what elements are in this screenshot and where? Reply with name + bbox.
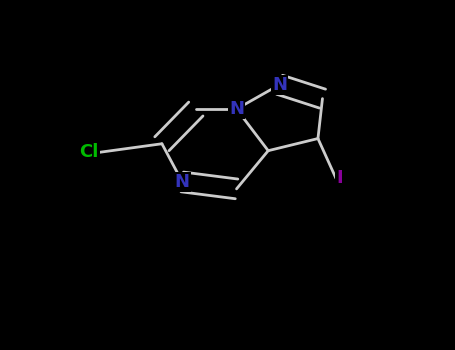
Text: N: N (229, 100, 244, 118)
Text: N: N (272, 76, 287, 94)
Text: I: I (336, 169, 343, 188)
Text: Cl: Cl (79, 144, 99, 161)
Text: N: N (175, 173, 190, 191)
